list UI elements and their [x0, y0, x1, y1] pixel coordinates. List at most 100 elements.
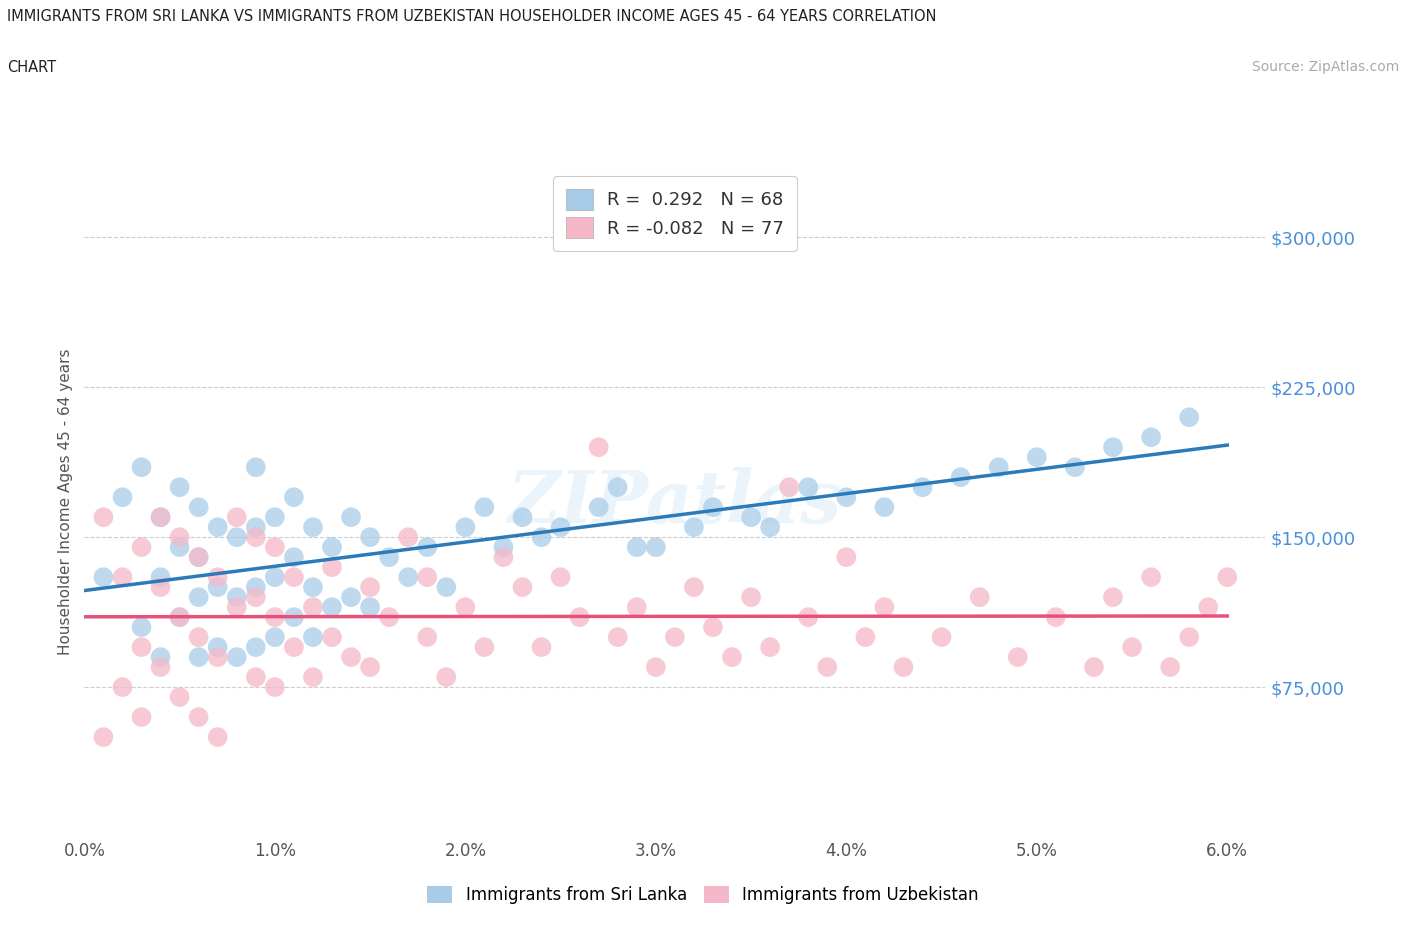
Point	[111, 490, 134, 505]
Point	[740, 510, 762, 525]
Point	[340, 650, 363, 665]
Point	[131, 619, 153, 634]
Point	[187, 550, 209, 565]
Point	[454, 600, 477, 615]
Text: Source: ZipAtlas.com: Source: ZipAtlas.com	[1251, 60, 1399, 74]
Point	[797, 610, 820, 625]
Point	[474, 640, 496, 655]
Point	[626, 539, 648, 554]
Point	[245, 640, 267, 655]
Point	[550, 570, 572, 585]
Point	[340, 510, 363, 525]
Point	[568, 610, 591, 625]
Point	[245, 670, 267, 684]
Point	[1064, 459, 1087, 474]
Point	[644, 659, 666, 674]
Legend: Immigrants from Sri Lanka, Immigrants from Uzbekistan: Immigrants from Sri Lanka, Immigrants fr…	[419, 878, 987, 912]
Point	[1216, 570, 1239, 585]
Point	[245, 520, 267, 535]
Point	[302, 579, 325, 594]
Point	[187, 550, 209, 565]
Point	[1121, 640, 1143, 655]
Point	[949, 470, 972, 485]
Point	[207, 730, 229, 745]
Point	[606, 480, 628, 495]
Point	[131, 640, 153, 655]
Point	[207, 579, 229, 594]
Y-axis label: Householder Income Ages 45 - 64 years: Householder Income Ages 45 - 64 years	[58, 349, 73, 656]
Point	[283, 570, 305, 585]
Point	[1083, 659, 1105, 674]
Point	[873, 600, 896, 615]
Point	[1140, 570, 1163, 585]
Point	[321, 560, 343, 575]
Point	[492, 550, 515, 565]
Point	[1159, 659, 1181, 674]
Point	[187, 630, 209, 644]
Point	[302, 630, 325, 644]
Point	[588, 499, 610, 514]
Point	[187, 499, 209, 514]
Point	[225, 600, 247, 615]
Point	[207, 570, 229, 585]
Point	[1102, 590, 1125, 604]
Point	[131, 539, 153, 554]
Point	[225, 590, 247, 604]
Point	[149, 510, 172, 525]
Point	[1140, 430, 1163, 445]
Legend: R =  0.292   N = 68, R = -0.082   N = 77: R = 0.292 N = 68, R = -0.082 N = 77	[553, 177, 797, 251]
Point	[263, 610, 285, 625]
Text: IMMIGRANTS FROM SRI LANKA VS IMMIGRANTS FROM UZBEKISTAN HOUSEHOLDER INCOME AGES : IMMIGRANTS FROM SRI LANKA VS IMMIGRANTS …	[7, 9, 936, 24]
Point	[187, 590, 209, 604]
Point	[359, 659, 381, 674]
Point	[321, 630, 343, 644]
Point	[263, 539, 285, 554]
Point	[702, 499, 724, 514]
Point	[169, 690, 191, 705]
Point	[721, 650, 744, 665]
Point	[512, 510, 534, 525]
Point	[835, 490, 858, 505]
Point	[302, 520, 325, 535]
Point	[149, 650, 172, 665]
Point	[263, 680, 285, 695]
Point	[263, 510, 285, 525]
Point	[416, 630, 439, 644]
Point	[149, 570, 172, 585]
Point	[873, 499, 896, 514]
Point	[644, 539, 666, 554]
Point	[131, 710, 153, 724]
Point	[1178, 410, 1201, 425]
Point	[302, 670, 325, 684]
Point	[434, 579, 457, 594]
Point	[530, 640, 553, 655]
Point	[187, 650, 209, 665]
Point	[931, 630, 953, 644]
Point	[512, 579, 534, 594]
Point	[911, 480, 934, 495]
Point	[359, 579, 381, 594]
Point	[550, 520, 572, 535]
Point	[683, 520, 706, 535]
Point	[340, 590, 363, 604]
Point	[263, 630, 285, 644]
Point	[416, 539, 439, 554]
Point	[169, 610, 191, 625]
Point	[225, 510, 247, 525]
Point	[759, 520, 782, 535]
Point	[207, 640, 229, 655]
Point	[225, 650, 247, 665]
Point	[283, 610, 305, 625]
Point	[93, 510, 115, 525]
Point	[893, 659, 915, 674]
Point	[245, 459, 267, 474]
Point	[321, 600, 343, 615]
Point	[321, 539, 343, 554]
Point	[169, 480, 191, 495]
Point	[1197, 600, 1219, 615]
Text: CHART: CHART	[7, 60, 56, 75]
Point	[683, 579, 706, 594]
Point	[149, 579, 172, 594]
Point	[778, 480, 800, 495]
Point	[225, 530, 247, 545]
